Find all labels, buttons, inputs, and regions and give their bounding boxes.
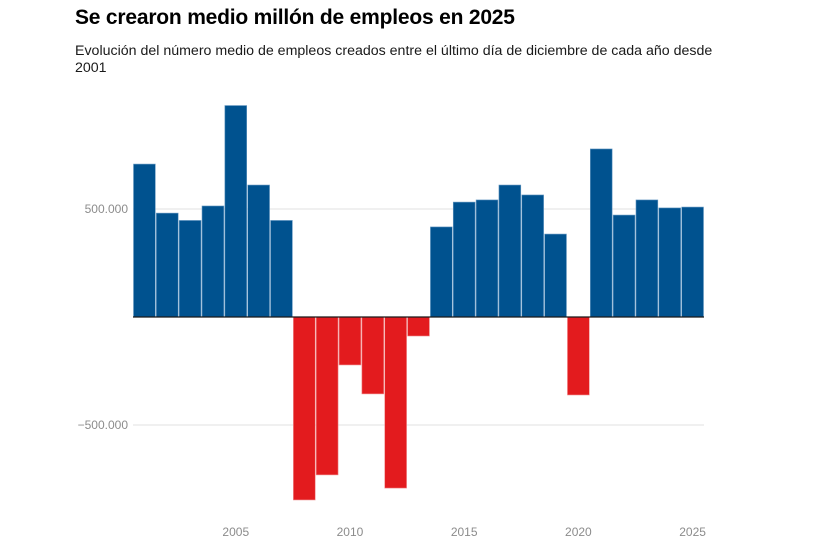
bar-2003 (178, 220, 202, 318)
x-tick-label: 2005 (222, 525, 249, 539)
bars (133, 105, 704, 501)
chart-title: Se crearon medio millón de empleos en 20… (75, 6, 515, 29)
x-tick-label: 2010 (337, 525, 364, 539)
bar-2001 (133, 163, 156, 318)
y-tick-label: 500.000 (85, 202, 129, 216)
bar-2021 (589, 148, 613, 318)
bar-2009 (315, 316, 339, 476)
bar-2013 (407, 316, 430, 337)
x-tick-label: 2025 (679, 525, 706, 539)
bar-2019 (544, 233, 567, 318)
x-tick-label: 2015 (451, 525, 478, 539)
bar-2022 (612, 214, 636, 318)
x-axis-ticks: 2005 2010 2015 2020 2025 (222, 525, 706, 539)
y-tick-label: −500.000 (78, 418, 129, 432)
bar-2008 (293, 316, 316, 501)
chart-subtitle: Evolución del número medio de empleos cr… (75, 43, 713, 76)
bar-2010 (338, 316, 362, 366)
bar-2018 (521, 194, 544, 318)
bar-2025 (681, 206, 704, 318)
bar-2020 (567, 316, 590, 396)
bar-2011 (361, 316, 385, 395)
bar-2016 (475, 199, 499, 318)
bar-2006 (247, 184, 270, 318)
x-tick-label: 2020 (565, 525, 592, 539)
bar-2024 (658, 207, 681, 318)
bar-2002 (156, 212, 179, 318)
y-axis-ticks: 500.000 −500.000 (78, 202, 129, 432)
bar-2012 (384, 316, 407, 489)
bar-2015 (452, 201, 476, 318)
bar-2023 (635, 199, 659, 318)
bar-2014 (430, 226, 453, 318)
bar-2007 (270, 220, 293, 318)
bar-2004 (201, 205, 225, 318)
bar-2017 (498, 184, 522, 318)
bar-2005 (224, 105, 248, 318)
